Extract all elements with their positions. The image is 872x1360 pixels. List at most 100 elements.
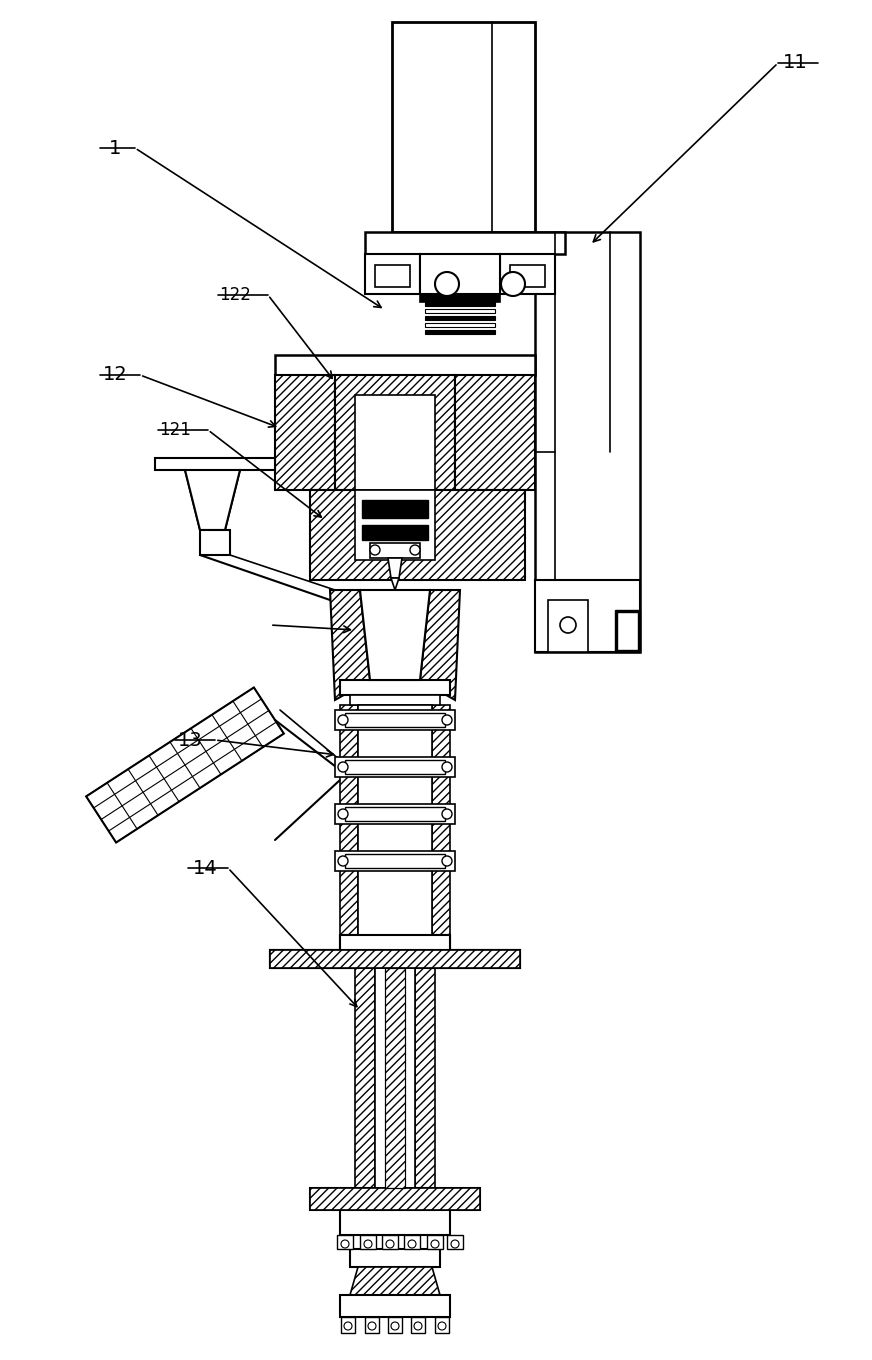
Circle shape [442,809,452,819]
Bar [345,806,445,821]
Bar [415,968,435,1189]
Bar [617,612,638,650]
Bar [411,1316,425,1333]
Circle shape [560,617,576,632]
Bar [385,968,405,1189]
Bar [404,1235,420,1248]
Circle shape [442,855,452,866]
Bar [382,1235,398,1248]
Circle shape [414,1322,422,1330]
Bar [350,695,440,704]
Bar [365,254,420,294]
Bar [360,1235,376,1248]
Bar [365,1316,379,1333]
Circle shape [341,1240,349,1248]
Bar [275,375,335,490]
Circle shape [338,855,348,866]
Bar [335,804,455,824]
Text: 121: 121 [159,422,191,439]
Bar [447,1235,463,1248]
Text: 122: 122 [219,286,251,305]
Polygon shape [350,1268,440,1295]
Bar [425,309,495,313]
Polygon shape [270,951,520,968]
Bar [335,758,455,777]
Bar [510,265,545,287]
Text: 13: 13 [178,730,202,749]
Circle shape [368,1322,376,1330]
Bar [425,316,495,320]
Bar [425,330,495,335]
Bar [355,968,375,1189]
Bar [340,936,450,951]
Text: 11: 11 [783,53,807,72]
Bar [427,1235,443,1248]
Bar [335,375,455,490]
Bar [275,355,535,375]
Circle shape [338,715,348,725]
Bar [200,530,230,555]
Bar [375,265,410,287]
Circle shape [442,715,452,725]
Bar [337,1235,353,1248]
Bar [432,704,450,936]
Bar [358,704,432,936]
Bar [340,680,450,695]
Bar [388,1316,402,1333]
Bar [355,394,435,490]
Text: 1: 1 [109,139,121,158]
Polygon shape [155,458,275,530]
Circle shape [438,1322,446,1330]
Circle shape [344,1322,352,1330]
Circle shape [501,272,525,296]
Text: 14: 14 [193,858,217,877]
Bar [335,851,455,870]
Bar [385,968,405,1189]
Polygon shape [388,558,402,578]
Bar [350,1248,440,1268]
Bar [375,968,415,1189]
Polygon shape [330,590,370,700]
Bar [362,500,428,518]
Bar [455,375,535,490]
Circle shape [451,1240,459,1248]
Bar [340,1210,450,1235]
Bar [370,543,420,558]
Polygon shape [420,590,460,700]
Bar [535,579,640,651]
Bar [425,302,495,306]
Circle shape [338,762,348,772]
Bar [345,713,445,728]
Polygon shape [391,578,399,590]
Circle shape [391,1322,399,1330]
Bar [340,704,358,936]
Bar [335,710,455,730]
Bar [435,1316,449,1333]
Circle shape [370,545,380,555]
Bar [345,854,445,868]
Bar [270,951,520,968]
Polygon shape [310,1189,480,1210]
Bar [365,233,565,254]
Circle shape [410,545,420,555]
Circle shape [431,1240,439,1248]
Polygon shape [360,590,430,680]
Circle shape [435,272,459,296]
Bar [615,611,640,651]
Bar [420,254,500,294]
Bar [341,1316,355,1333]
Bar [392,22,535,233]
Circle shape [408,1240,416,1248]
Circle shape [364,1240,372,1248]
Circle shape [338,809,348,819]
Bar [340,936,450,951]
Bar [270,951,520,968]
Bar [355,490,435,560]
Polygon shape [185,471,240,530]
Bar [500,254,555,294]
Bar [535,233,640,651]
Bar [362,525,428,540]
Bar [310,490,525,579]
Bar [310,1189,480,1210]
Bar [548,600,588,651]
